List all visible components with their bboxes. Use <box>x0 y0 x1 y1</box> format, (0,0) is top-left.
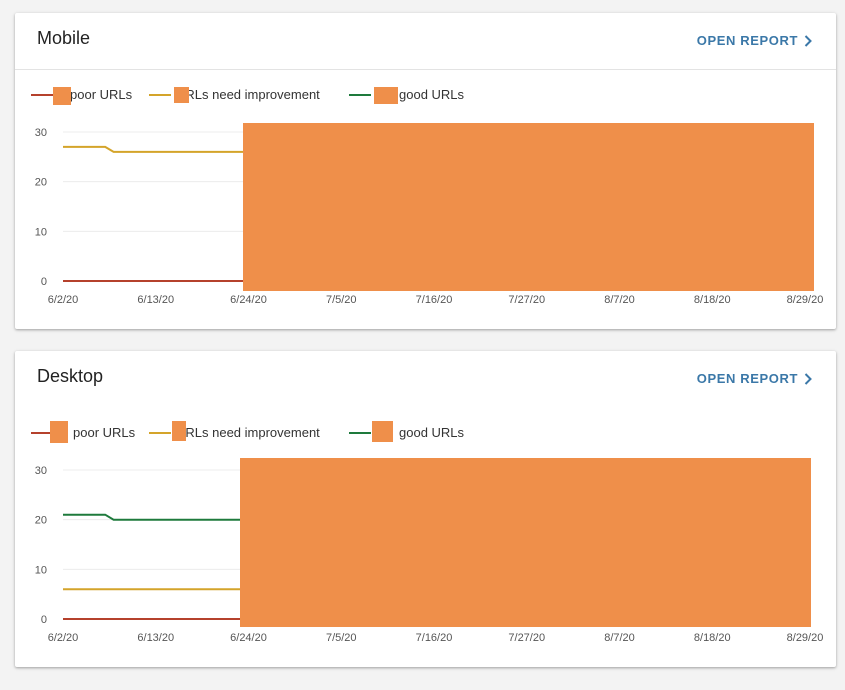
x-tick-label: 7/27/20 <box>508 294 545 306</box>
redaction-box <box>50 421 68 443</box>
x-tick-label: 6/24/20 <box>230 294 267 306</box>
y-tick-label: 20 <box>35 515 47 527</box>
x-tick-label: 7/5/20 <box>326 632 357 644</box>
series-line <box>63 513 249 521</box>
open-report-label: OPEN REPORT <box>696 371 798 386</box>
legend-swatch <box>149 431 171 434</box>
legend-item-poor[interactable]: poor URLs <box>31 87 132 102</box>
card-header: Desktop OPEN REPORT <box>15 351 836 407</box>
y-tick-label: 30 <box>35 127 47 139</box>
y-tick-label: 20 <box>35 177 47 189</box>
x-tick-label: 6/13/20 <box>137 632 174 644</box>
x-tick-label: 7/27/20 <box>508 632 545 644</box>
series-line <box>63 145 249 153</box>
x-tick-label: 7/16/20 <box>416 632 453 644</box>
legend-item-needs-improvement[interactable]: URLs need improvement <box>149 87 320 102</box>
x-tick-label: 8/29/20 <box>787 294 824 306</box>
legend-label: URLs need improvement <box>176 87 320 102</box>
legend-swatch <box>349 431 371 434</box>
legend-swatch <box>149 93 171 96</box>
y-tick-label: 10 <box>35 564 47 576</box>
y-tick-label: 0 <box>41 276 47 288</box>
line-chart: 0 10 20 30 6/2/20 6/13/20 6/24/20 7/5/20 7/16/20… <box>35 458 824 644</box>
chevron-right-icon <box>804 372 812 385</box>
open-report-label: OPEN REPORT <box>696 33 798 48</box>
x-tick-label: 6/2/20 <box>48 632 79 644</box>
x-tick-label: 7/5/20 <box>326 294 357 306</box>
x-tick-label: 6/24/20 <box>230 632 267 644</box>
x-tick-label: 8/18/20 <box>694 632 731 644</box>
open-report-button[interactable]: OPEN REPORT <box>697 33 812 48</box>
card-title: Desktop <box>37 366 104 386</box>
x-tick-label: 8/29/20 <box>787 632 824 644</box>
x-tick-label: 8/18/20 <box>694 294 731 306</box>
redaction-box <box>243 123 814 291</box>
redaction-box <box>174 87 189 103</box>
card-header: Mobile OPEN REPORT <box>15 13 836 70</box>
legend-item-poor[interactable]: poor URLs <box>31 425 135 440</box>
y-tick-label: 10 <box>35 226 47 238</box>
card-title: Mobile <box>37 28 91 48</box>
open-report-button[interactable]: OPEN REPORT <box>697 371 812 386</box>
legend-item-good[interactable]: good URLs <box>349 87 464 102</box>
legend-swatch <box>31 93 53 96</box>
legend-label: URLs need improvement <box>176 425 320 440</box>
legend-label: good URLs <box>399 425 465 440</box>
redaction-box <box>240 458 811 627</box>
x-tick-label: 7/16/20 <box>416 294 453 306</box>
mobile-card: Mobile OPEN REPORT poor URLs URLs need i… <box>15 13 836 329</box>
chevron-right-icon <box>804 34 812 47</box>
legend-swatch <box>349 93 371 96</box>
redaction-box <box>374 87 398 104</box>
y-tick-label: 0 <box>41 614 47 626</box>
legend-item-needs-improvement[interactable]: URLs need improvement <box>149 425 320 440</box>
x-tick-label: 6/13/20 <box>137 294 174 306</box>
legend-label: poor URLs <box>73 425 136 440</box>
legend-label: poor URLs <box>70 87 133 102</box>
x-tick-label: 8/7/20 <box>604 294 635 306</box>
x-tick-label: 6/2/20 <box>48 294 79 306</box>
y-tick-label: 30 <box>35 465 47 477</box>
redaction-box <box>372 421 393 442</box>
legend-label: good URLs <box>399 87 465 102</box>
redaction-box <box>53 87 71 105</box>
legend-swatch <box>31 431 53 434</box>
line-chart: 0 10 20 30 6/2/20 6/13/20 6/24/20 7/5/20 7/16/20… <box>35 123 824 306</box>
x-tick-label: 8/7/20 <box>604 632 635 644</box>
desktop-card: Desktop OPEN REPORT poor URLs URLs need … <box>15 351 836 667</box>
legend-item-good[interactable]: good URLs <box>349 425 464 440</box>
redaction-box <box>172 421 186 441</box>
